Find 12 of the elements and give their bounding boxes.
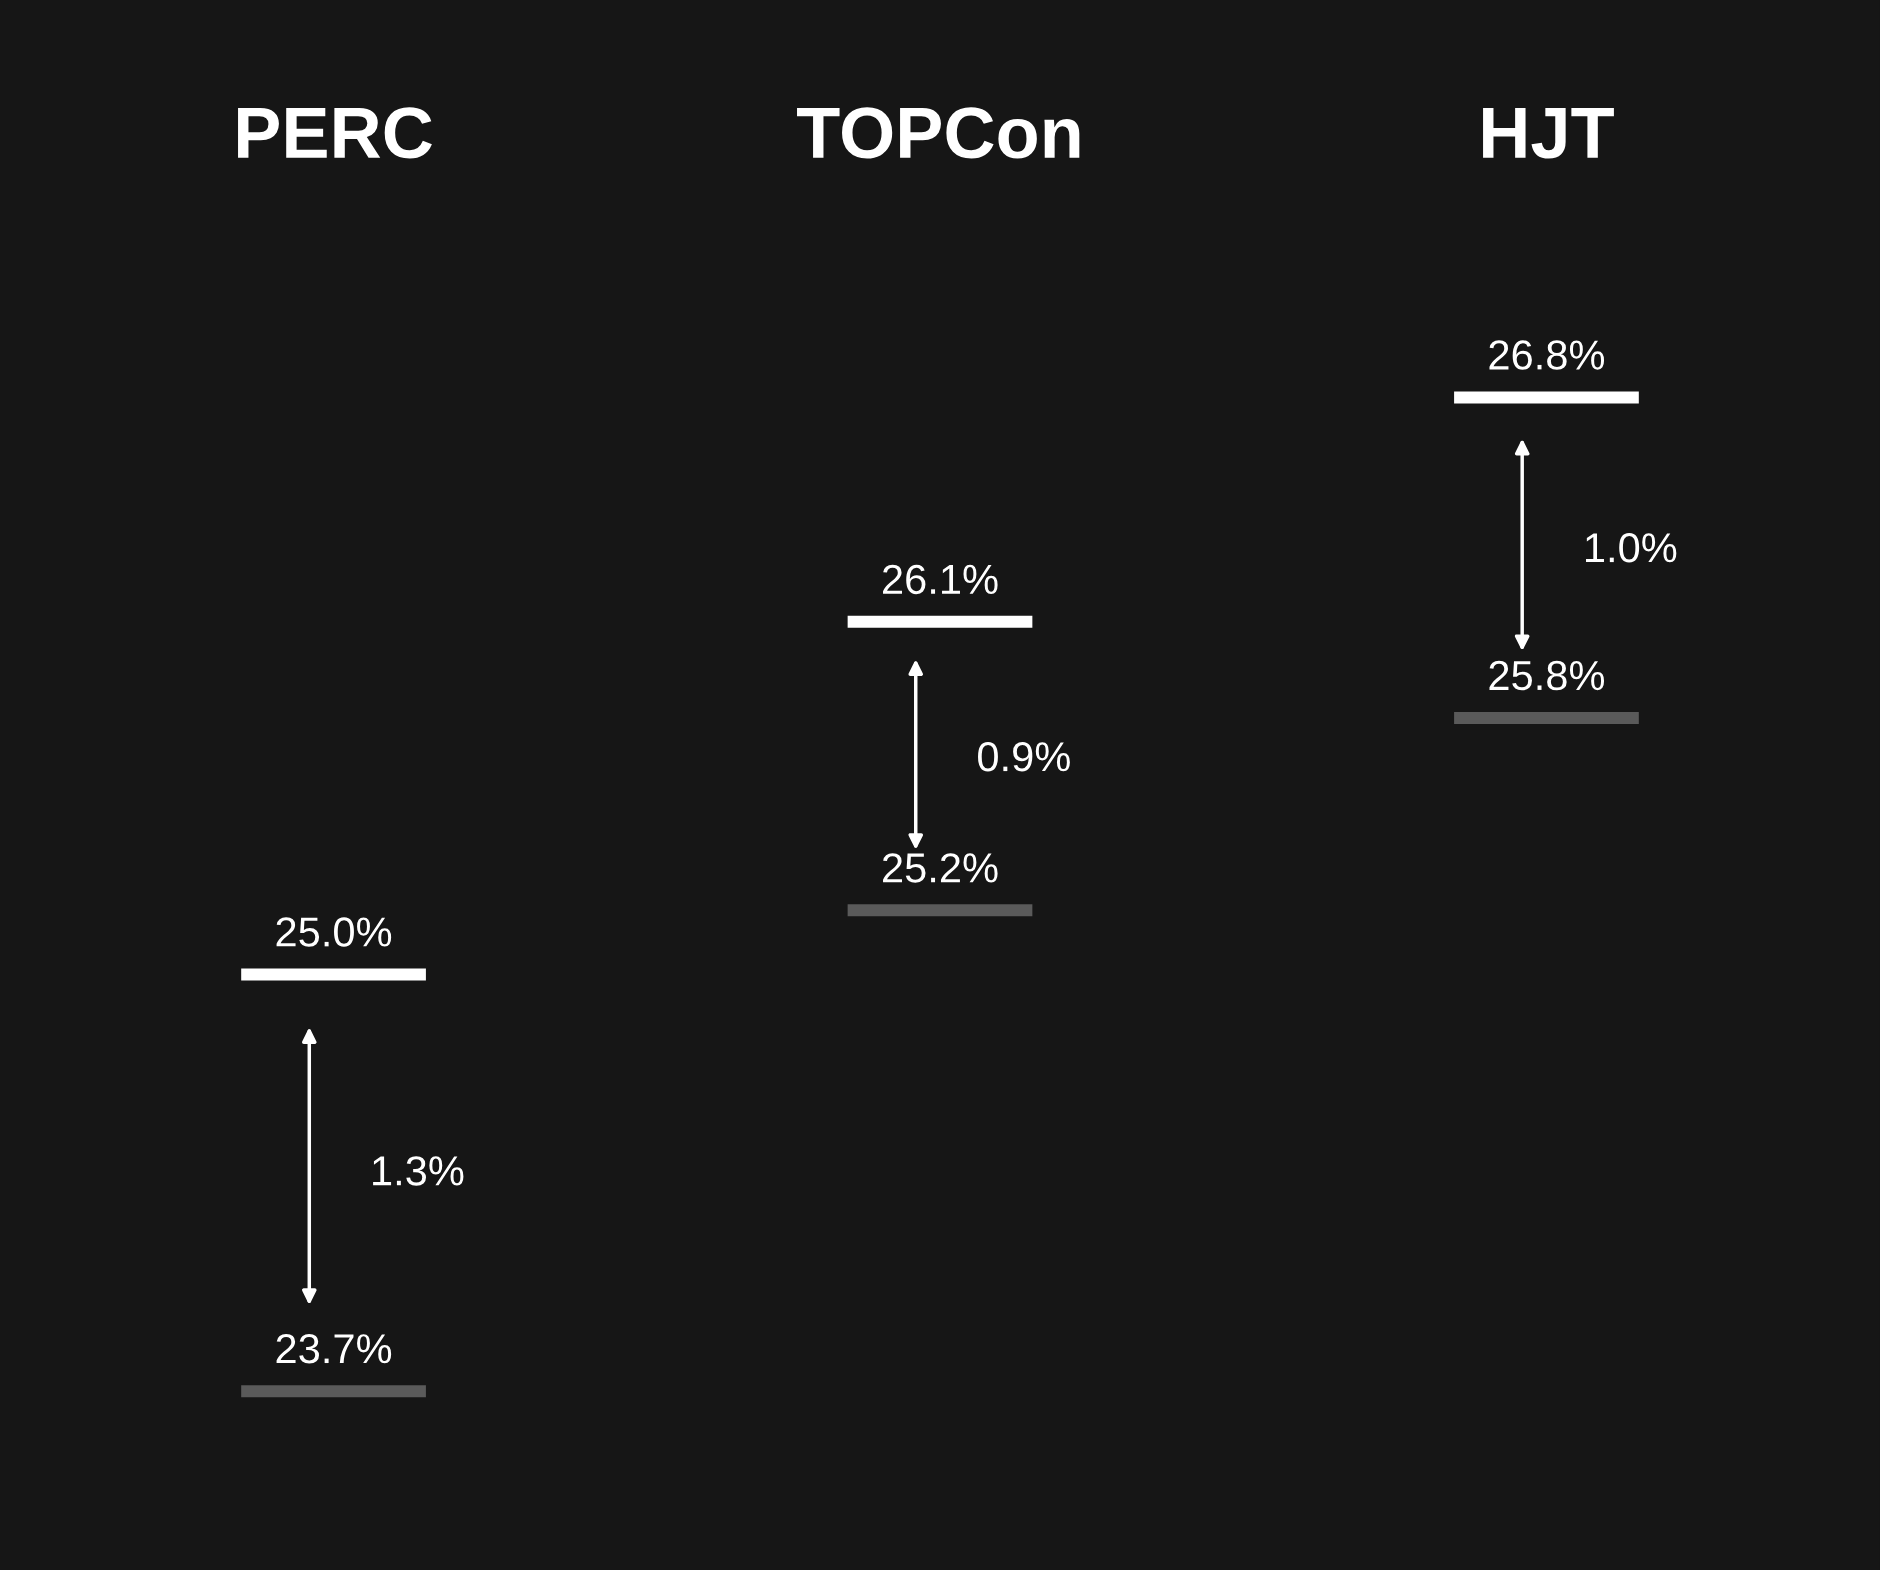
category-label: TOPCon (797, 107, 1080, 159)
data-label: 25.0% (276, 917, 392, 947)
data-label: 25.8% (1489, 660, 1605, 691)
text: 1.0% (1586, 533, 1677, 563)
text: 1.3% (373, 1156, 464, 1186)
category-label: PERC (238, 107, 432, 159)
text: 0.9% (978, 742, 1070, 772)
data-label: 23.7% (276, 1333, 392, 1364)
category-label: HJT (1483, 108, 1614, 159)
data-label: 26.1% (883, 564, 998, 595)
data-label: 25.2% (883, 853, 998, 883)
data-label: 26.8% (1489, 340, 1605, 370)
